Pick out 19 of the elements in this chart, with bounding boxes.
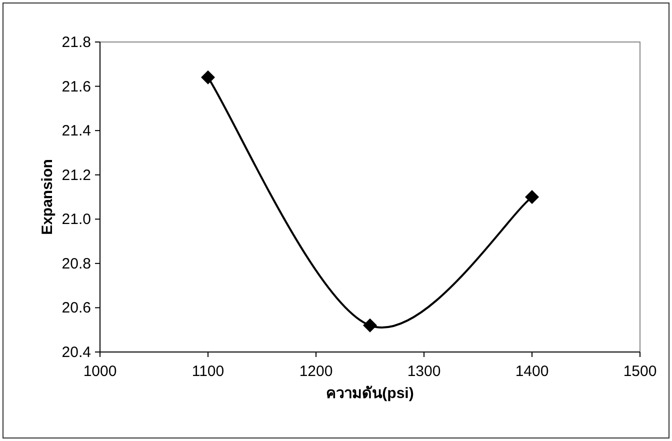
y-tick-label: 20.4 bbox=[62, 344, 91, 361]
y-tick-label: 20.8 bbox=[62, 255, 91, 272]
x-tick-label: 1000 bbox=[83, 363, 117, 380]
y-tick-label: 21.2 bbox=[62, 166, 91, 184]
x-axis-title: ความดัน(psi) bbox=[326, 385, 414, 402]
point bbox=[525, 190, 539, 204]
y-tick-label: 21.8 bbox=[62, 34, 91, 51]
y-tick-label: 21.4 bbox=[62, 122, 91, 140]
x-tick-label: 1100 bbox=[192, 363, 224, 380]
point bbox=[201, 70, 215, 84]
point bbox=[363, 318, 377, 332]
x-tick-label: 1400 bbox=[515, 363, 549, 380]
y-tick-label: 21.6 bbox=[62, 78, 91, 96]
y-tick-label: 21.0 bbox=[62, 211, 91, 228]
x-tick-label: 1500 bbox=[623, 363, 657, 380]
y-axis-title: Expansion bbox=[39, 159, 56, 235]
x-tick-label: 1300 bbox=[407, 363, 441, 380]
x-tick-label: 1200 bbox=[299, 363, 333, 380]
y-tick-label: 20.6 bbox=[62, 300, 91, 317]
